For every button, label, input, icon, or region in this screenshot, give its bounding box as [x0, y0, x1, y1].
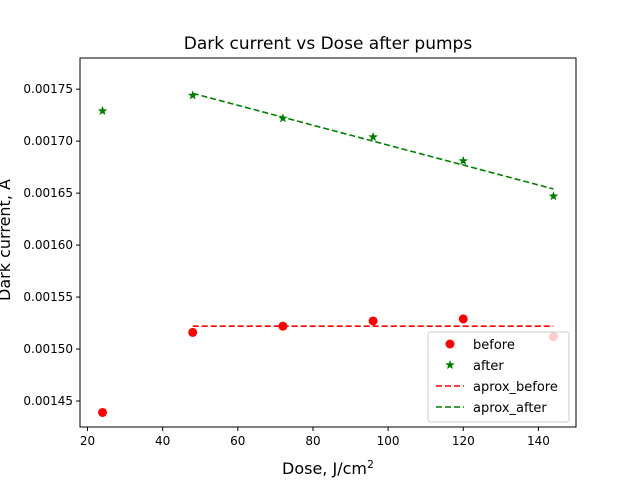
x-axis-label: Dose, J/cm2 — [282, 458, 374, 479]
data-point-before — [368, 316, 378, 326]
legend-label: before — [473, 338, 515, 353]
y-tick-label: 0.00175 — [23, 82, 73, 96]
x-axis: 20 40 60 80 100 120 140 — [80, 427, 550, 448]
legend-label: after — [473, 359, 504, 374]
legend-entry-after: after — [445, 359, 504, 374]
legend-entry-aprox_before: aprox_before — [436, 380, 558, 395]
data-point-before — [188, 327, 198, 337]
data-point-after — [187, 90, 198, 100]
legend-label: aprox_before — [473, 380, 558, 395]
data-point-before — [98, 407, 108, 417]
y-tick-label: 0.00170 — [23, 134, 73, 148]
y-tick-label: 0.00155 — [23, 290, 73, 304]
x-tick-label: 40 — [155, 434, 170, 448]
series-line-aprox_after — [192, 92, 554, 190]
x-tick-label: 120 — [452, 434, 475, 448]
y-axis-label: Dark current, A — [0, 179, 14, 301]
chart-title: Dark current vs Dose after pumps — [184, 34, 473, 54]
y-axis: 0.00145 0.00150 0.00155 0.00160 0.00165 0.001… — [23, 82, 80, 408]
y-tick-label: 0.00150 — [23, 342, 73, 356]
data-point-before — [458, 314, 468, 324]
data-point-after — [458, 155, 469, 165]
legend-frame — [427, 331, 570, 423]
x-tick-label: 140 — [527, 434, 550, 448]
legend-entry-before: before — [445, 338, 515, 353]
y-tick-label: 0.00145 — [23, 394, 73, 408]
x-tick-label: 80 — [305, 434, 320, 448]
data-point-after — [548, 191, 559, 201]
legend-label: aprox_after — [473, 401, 547, 416]
series-aprox_after — [192, 92, 554, 190]
legend: before after aprox_before aprox_after — [427, 331, 570, 423]
y-tick-label: 0.00165 — [23, 186, 73, 200]
x-tick-label: 100 — [377, 434, 400, 448]
legend-entry-aprox_after: aprox_after — [436, 401, 547, 416]
y-tick-label: 0.00160 — [23, 238, 73, 252]
plot-frame — [79, 57, 577, 428]
data-point-after — [97, 106, 108, 116]
x-tick-label: 20 — [80, 434, 95, 448]
legend-swatch — [445, 339, 455, 349]
data-point-after — [368, 132, 378, 142]
x-tick-label: 60 — [230, 434, 245, 448]
legend-swatch — [445, 360, 455, 370]
